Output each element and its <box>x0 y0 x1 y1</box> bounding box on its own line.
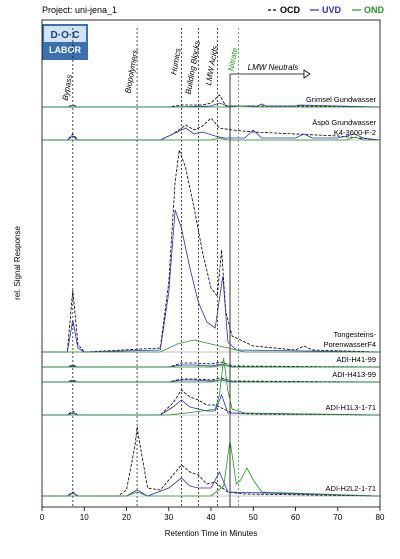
sample-label: Grimsel Gundwasser <box>306 95 377 104</box>
trace <box>42 339 380 353</box>
trace <box>42 105 380 108</box>
x-tick-label: 50 <box>249 513 258 522</box>
sample-label: ADI-H2L2-1-71 <box>326 484 376 493</box>
sample-label: Tongesteins- <box>333 330 376 339</box>
trace <box>42 393 381 416</box>
x-tick-label: 70 <box>333 513 342 522</box>
x-tick-label: 40 <box>207 513 216 522</box>
trace <box>42 149 381 353</box>
logo-top <box>44 26 86 42</box>
logo-text: D·O·C <box>51 30 80 41</box>
region-label: Bypass <box>61 74 74 101</box>
trace <box>42 209 381 353</box>
logo: D·O·C LABOR <box>42 24 88 60</box>
x-tick-label: 30 <box>164 513 173 522</box>
legend-label: OCD <box>280 5 301 15</box>
trace <box>42 102 381 108</box>
trace <box>42 378 380 383</box>
trace <box>42 389 381 416</box>
sample-label: ADI-H413-99 <box>332 370 376 379</box>
trace <box>42 357 381 416</box>
x-tick-label: 80 <box>376 513 385 522</box>
sample-label: ADI-H1L3-1-71 <box>326 403 376 412</box>
x-tick-label: 10 <box>80 513 89 522</box>
sample-label: ADI-H41-99 <box>336 355 376 364</box>
chart-title: Project: uni-jena_1 <box>42 5 117 15</box>
sample-label: K4-3600-F-2 <box>334 128 376 137</box>
sample-label: PorenwasserF4 <box>323 340 376 349</box>
x-tick-label: 0 <box>40 513 45 522</box>
trace <box>42 439 381 497</box>
x-tick-label: 20 <box>122 513 131 522</box>
logo-text: LABOR <box>49 45 81 55</box>
x-axis-title: Retention Time in Minutes <box>165 529 258 538</box>
trace <box>42 117 381 141</box>
neutrals-label: LMW Neutrals <box>248 63 299 72</box>
neutrals-arrowhead <box>303 69 311 79</box>
legend-label: UVD <box>322 5 342 15</box>
trace <box>42 471 381 497</box>
sample-label: Äspö Grundwasser <box>312 118 376 127</box>
legend-label: OND <box>364 5 385 15</box>
trace <box>42 136 380 141</box>
trace <box>42 379 380 383</box>
trace <box>42 361 381 368</box>
y-axis-title: rel. Signal Response <box>13 226 22 300</box>
trace <box>42 364 380 368</box>
x-tick-label: 60 <box>291 513 300 522</box>
region-label: Nitrate <box>227 47 240 72</box>
